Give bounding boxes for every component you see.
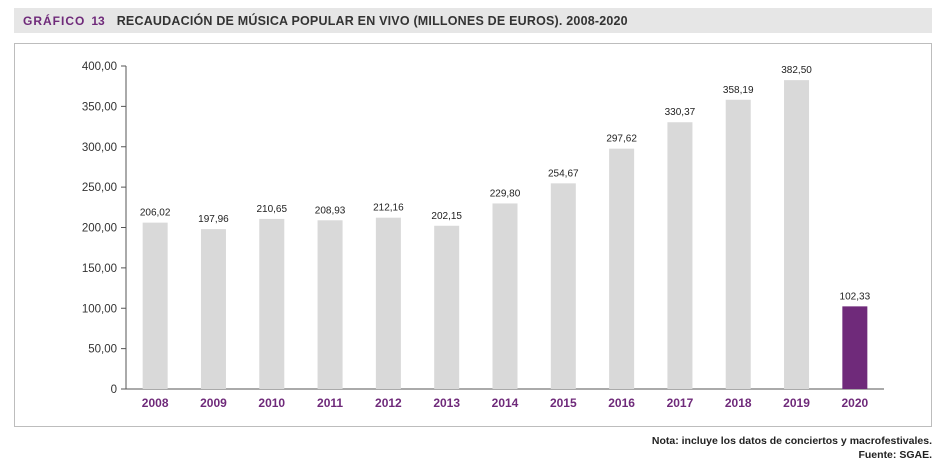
bar-2018 [725,99,751,390]
bar-2010 [259,218,285,389]
bar-2014 [492,203,518,389]
x-tick-label-2010: 2010 [258,396,285,410]
chart-header: GRÁFICO 13 RECAUDACIÓN DE MÚSICA POPULAR… [14,8,932,33]
y-tick-label: 250,00 [82,182,117,194]
data-label-2011: 208,93 [315,205,346,216]
chart-frame [14,43,932,427]
data-label-2009: 197,96 [198,214,229,225]
bar-2016 [609,148,635,389]
figure-label: GRÁFICO [23,13,86,28]
chart-source: Fuente: SGAE. [858,449,932,461]
x-tick-label-2011: 2011 [317,396,343,410]
bar-2019 [784,80,810,389]
data-label-2008: 206,02 [140,208,171,219]
x-tick-label-2013: 2013 [433,396,460,410]
x-tick-label-2015: 2015 [550,396,577,410]
x-tick-label-2008: 2008 [142,396,169,410]
x-tick-label-2014: 2014 [492,396,519,410]
chart-title: RECAUDACIÓN DE MÚSICA POPULAR EN VIVO (M… [116,13,628,28]
bar-2013 [434,225,460,389]
y-tick-label: 350,00 [82,101,117,113]
data-label-2010: 210,65 [256,204,287,215]
x-tick-label-2019: 2019 [783,396,810,410]
bar-2020 [842,306,868,389]
y-tick-label: 0 [111,384,117,396]
data-label-2020: 102,33 [840,291,871,302]
data-label-2013: 202,15 [431,211,462,222]
data-label-2016: 297,62 [606,134,637,145]
data-label-2014: 229,80 [490,188,521,199]
bar-2015 [550,183,576,389]
bar-2009 [200,229,226,389]
data-label-2019: 382,50 [781,65,812,76]
data-label-2018: 358,19 [723,85,754,96]
x-tick-label-2009: 2009 [200,396,227,410]
x-tick-label-2016: 2016 [608,396,635,410]
y-tick-label: 100,00 [82,303,117,315]
x-tick-label-2020: 2020 [841,396,868,410]
y-tick-label: 50,00 [88,344,117,356]
x-tick-label-2012: 2012 [375,396,402,410]
bar-2012 [375,217,401,389]
bar-2017 [667,122,693,389]
y-tick-label: 400,00 [82,61,117,73]
figure-number: 13 [91,13,105,28]
data-label-2012: 212,16 [373,203,404,214]
data-label-2017: 330,37 [665,107,696,118]
x-tick-label-2018: 2018 [725,396,752,410]
data-label-2015: 254,67 [548,168,579,179]
y-tick-label: 200,00 [82,223,117,235]
x-tick-label-2017: 2017 [667,396,694,410]
chart-note: Nota: incluye los datos de conciertos y … [651,435,932,447]
bar-2008 [142,222,168,389]
bar-2011 [317,220,343,389]
y-tick-label: 300,00 [82,142,117,154]
y-tick-label: 150,00 [82,263,117,275]
